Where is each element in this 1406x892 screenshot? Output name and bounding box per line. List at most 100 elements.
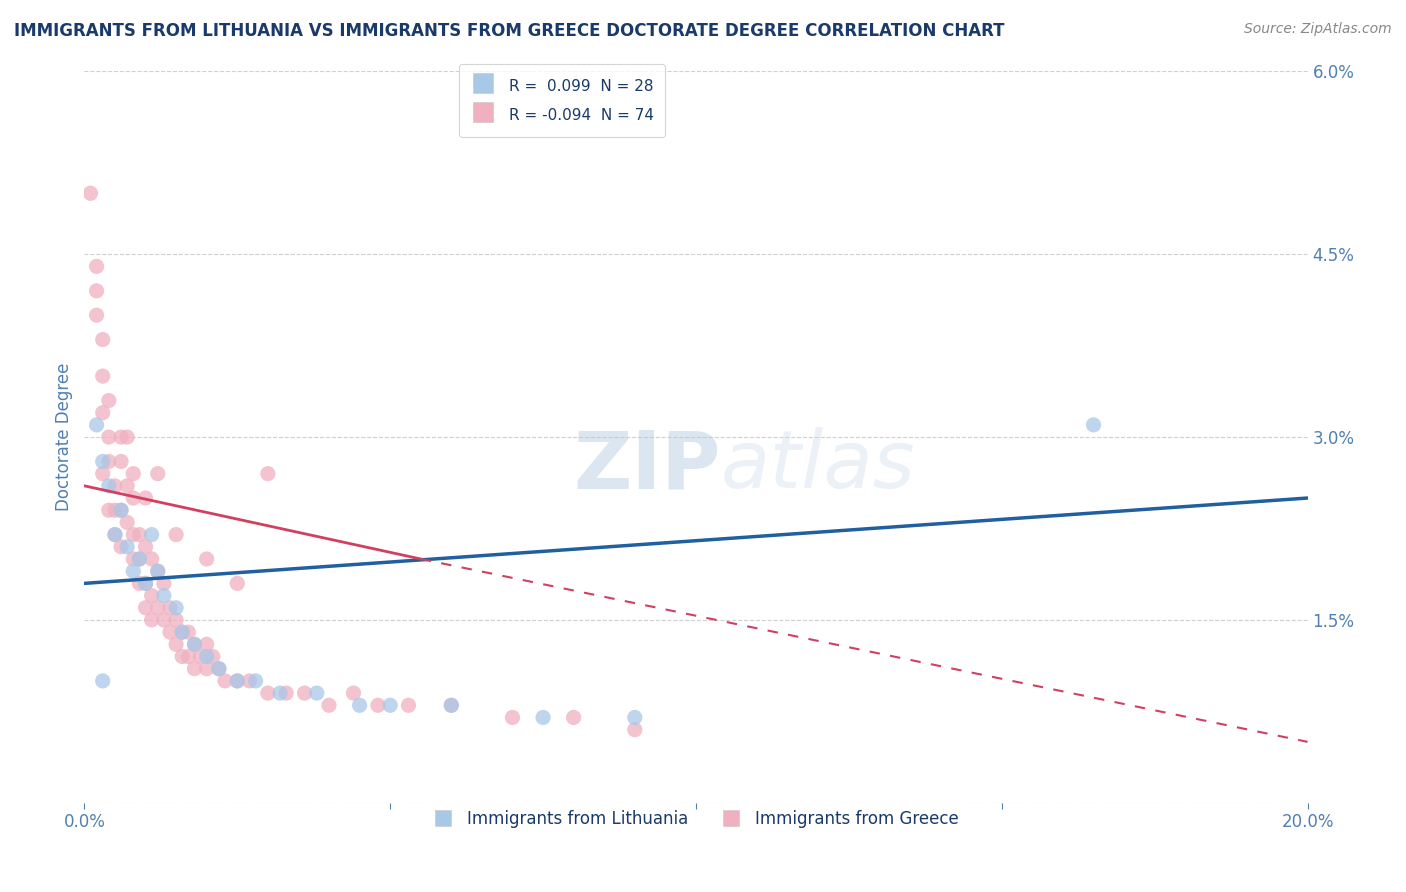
Point	[440, 698, 463, 713]
Point	[177, 649, 200, 664]
Point	[97, 503, 120, 517]
Point	[110, 503, 132, 517]
Point	[146, 600, 169, 615]
Point	[115, 479, 138, 493]
Text: Source: ZipAtlas.com: Source: ZipAtlas.com	[1244, 22, 1392, 37]
Point	[502, 710, 524, 724]
Point	[115, 430, 138, 444]
Point	[97, 454, 120, 468]
Point	[195, 637, 218, 651]
Point	[135, 576, 157, 591]
Point	[110, 540, 132, 554]
Point	[269, 686, 291, 700]
Point	[128, 527, 150, 541]
Point	[86, 308, 108, 322]
Point	[110, 430, 132, 444]
Point	[146, 564, 169, 578]
Point	[135, 540, 157, 554]
Point	[115, 540, 138, 554]
Point	[122, 552, 145, 566]
Point	[86, 417, 108, 432]
Point	[257, 686, 280, 700]
Point	[294, 686, 316, 700]
Point	[141, 552, 163, 566]
Point	[195, 552, 218, 566]
Point	[257, 467, 280, 481]
Point	[165, 600, 187, 615]
Point	[367, 698, 389, 713]
Point	[208, 662, 231, 676]
Point	[172, 625, 194, 640]
Point	[172, 625, 194, 640]
Point	[122, 491, 145, 505]
Point	[86, 284, 108, 298]
Point	[159, 600, 181, 615]
Point	[380, 698, 402, 713]
Point	[226, 673, 249, 688]
Point	[91, 454, 114, 468]
Point	[349, 698, 371, 713]
Point	[91, 369, 114, 384]
Point	[624, 723, 647, 737]
Text: atlas: atlas	[720, 427, 915, 506]
Point	[91, 673, 114, 688]
Point	[122, 527, 145, 541]
Point	[165, 637, 187, 651]
Point	[318, 698, 340, 713]
Point	[165, 527, 187, 541]
Point	[226, 576, 249, 591]
Text: ZIP: ZIP	[574, 427, 720, 506]
Point	[238, 673, 260, 688]
Point	[305, 686, 328, 700]
Point	[226, 673, 249, 688]
Point	[245, 673, 267, 688]
Point	[1083, 417, 1105, 432]
Point	[97, 393, 120, 408]
Point	[562, 710, 585, 724]
Point	[172, 649, 194, 664]
Point	[79, 186, 101, 201]
Point	[115, 516, 138, 530]
Point	[104, 503, 127, 517]
Point	[183, 637, 205, 651]
Point	[183, 662, 205, 676]
Point	[440, 698, 463, 713]
Legend: Immigrants from Lithuania, Immigrants from Greece: Immigrants from Lithuania, Immigrants fr…	[427, 804, 965, 835]
Point	[135, 600, 157, 615]
Point	[97, 430, 120, 444]
Point	[165, 613, 187, 627]
Point	[86, 260, 108, 274]
Point	[128, 552, 150, 566]
Point	[183, 637, 205, 651]
Point	[128, 576, 150, 591]
Point	[531, 710, 554, 724]
Point	[195, 662, 218, 676]
Point	[91, 406, 114, 420]
Point	[122, 564, 145, 578]
Point	[141, 613, 163, 627]
Point	[91, 467, 114, 481]
Point	[208, 662, 231, 676]
Point	[104, 527, 127, 541]
Text: IMMIGRANTS FROM LITHUANIA VS IMMIGRANTS FROM GREECE DOCTORATE DEGREE CORRELATION: IMMIGRANTS FROM LITHUANIA VS IMMIGRANTS …	[14, 22, 1004, 40]
Point	[128, 552, 150, 566]
Point	[135, 491, 157, 505]
Point	[97, 479, 120, 493]
Point	[110, 454, 132, 468]
Point	[624, 710, 647, 724]
Point	[159, 625, 181, 640]
Point	[122, 467, 145, 481]
Point	[146, 564, 169, 578]
Point	[141, 527, 163, 541]
Point	[104, 527, 127, 541]
Point	[153, 576, 176, 591]
Point	[135, 576, 157, 591]
Point	[342, 686, 364, 700]
Point	[146, 467, 169, 481]
Point	[141, 589, 163, 603]
Point	[201, 649, 224, 664]
Point	[153, 613, 176, 627]
Point	[398, 698, 420, 713]
Point	[110, 503, 132, 517]
Point	[276, 686, 298, 700]
